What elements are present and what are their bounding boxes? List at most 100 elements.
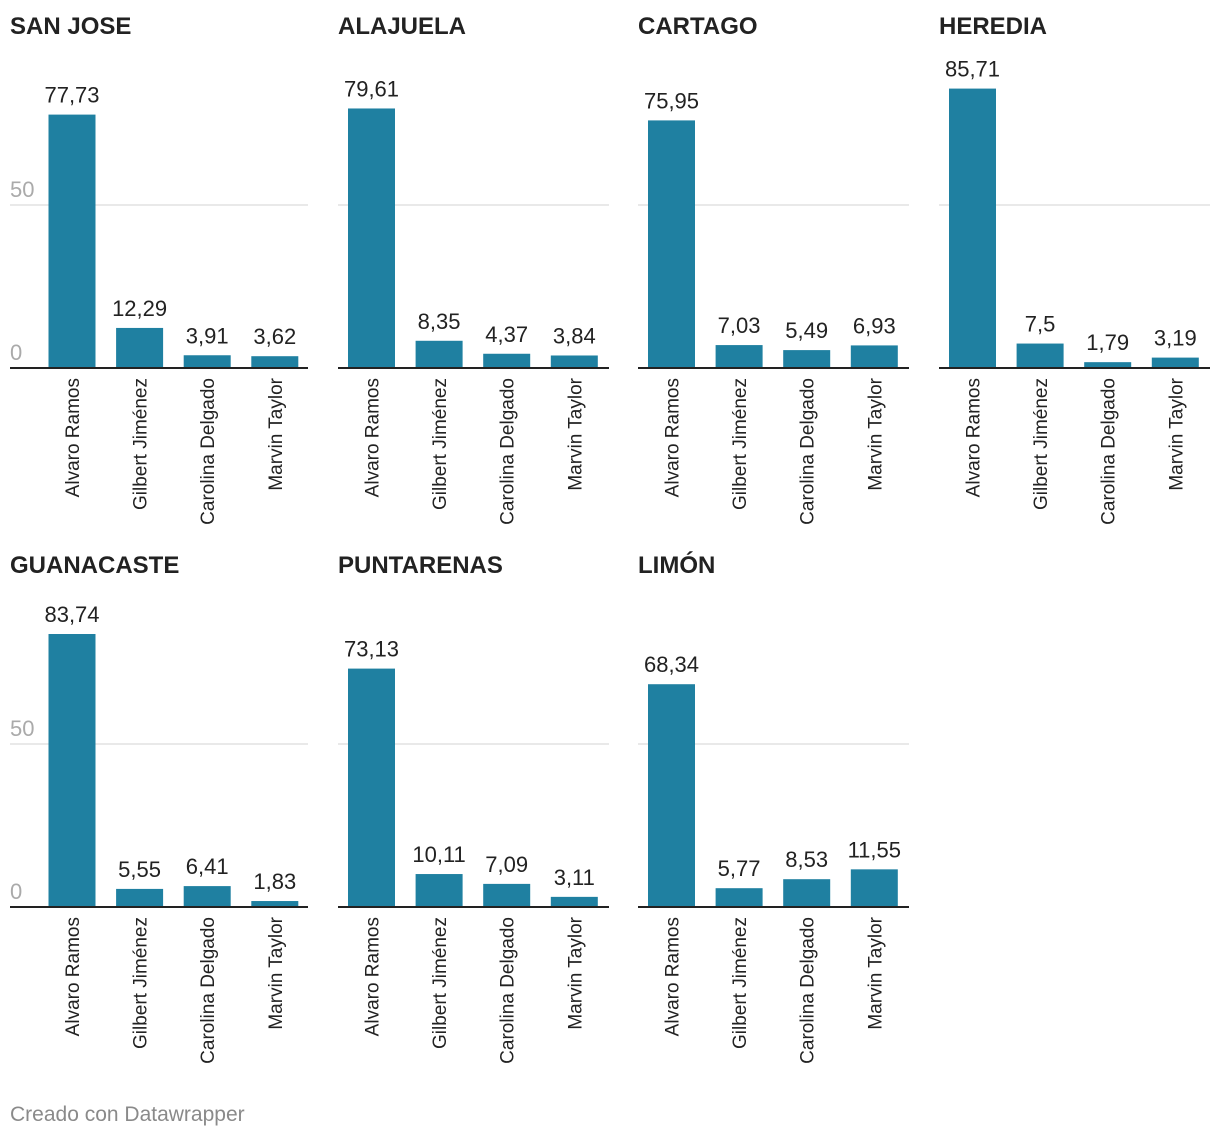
- category-label: Carolina Delgado: [1099, 378, 1120, 525]
- chart-panel-4: HEREDIA 85,71 Alvaro Ramos 7,5 Gilbert Jimén…: [939, 13, 1210, 525]
- bar-4: [550, 355, 598, 368]
- category-label: Carolina Delgado: [198, 917, 219, 1064]
- bar-4: [251, 356, 299, 368]
- category-label: Marvin Taylor: [266, 916, 287, 1029]
- bar-4: [550, 896, 598, 907]
- bar-2: [116, 888, 164, 907]
- y-tick-label: 0: [10, 879, 22, 904]
- value-label: 8,35: [418, 309, 461, 334]
- bar-2: [1016, 343, 1064, 368]
- bar-3: [183, 886, 231, 907]
- value-label: 3,11: [554, 865, 595, 890]
- y-tick-label: 0: [10, 340, 22, 365]
- bar-1: [348, 108, 395, 368]
- value-label: 6,41: [186, 854, 229, 879]
- category-label: Gilbert Jiménez: [730, 378, 751, 510]
- chart-panel-6: PUNTARENAS 73,13 Alvaro Ramos 10,11 Gilbert …: [338, 552, 609, 1064]
- category-label: Carolina Delgado: [798, 917, 819, 1064]
- chart-panel-2: ALAJUELA 79,61 Alvaro Ramos 8,35 Gilbert Jim…: [338, 13, 609, 525]
- bar-3: [483, 353, 531, 368]
- value-label: 12,29: [112, 296, 167, 321]
- bar-3: [183, 355, 231, 368]
- category-label: Carolina Delgado: [498, 378, 519, 525]
- value-label: 75,95: [644, 88, 699, 113]
- value-label: 6,93: [853, 313, 896, 338]
- value-label: 79,61: [344, 76, 399, 101]
- value-label: 8,53: [785, 847, 828, 872]
- bar-2: [415, 874, 463, 907]
- bar-2: [116, 327, 164, 368]
- bar-3: [483, 883, 531, 907]
- panel-title: SAN JOSE: [10, 13, 131, 40]
- category-label: Marvin Taylor: [865, 377, 886, 490]
- category-label: Alvaro Ramos: [663, 378, 684, 497]
- value-label: 7,5: [1025, 312, 1056, 337]
- category-label: Marvin Taylor: [565, 916, 586, 1029]
- value-label: 3,19: [1154, 326, 1197, 351]
- bar-2: [715, 345, 763, 368]
- bar-4: [251, 901, 299, 907]
- value-label: 3,84: [553, 323, 596, 348]
- value-label: 7,09: [485, 852, 528, 877]
- value-label: 5,49: [785, 318, 828, 343]
- category-label: Alvaro Ramos: [663, 917, 684, 1036]
- category-label: Alvaro Ramos: [63, 917, 84, 1036]
- category-label: Alvaro Ramos: [363, 917, 384, 1036]
- value-label: 3,91: [186, 323, 229, 348]
- category-label: Gilbert Jiménez: [131, 917, 152, 1049]
- panel-title: ALAJUELA: [338, 13, 466, 40]
- panel-title: PUNTARENAS: [338, 552, 503, 579]
- value-label: 77,73: [44, 83, 99, 108]
- category-label: Carolina Delgado: [198, 378, 219, 525]
- chart-panel-7: LIMÓN 68,34 Alvaro Ramos 5,77 Gilbert Jiméne…: [638, 551, 909, 1064]
- value-label: 7,03: [718, 313, 761, 338]
- bar-3: [783, 879, 831, 907]
- bar-1: [648, 684, 695, 907]
- value-label: 1,83: [253, 869, 296, 894]
- category-label: Marvin Taylor: [1166, 377, 1187, 490]
- panel-title: LIMÓN: [638, 551, 715, 579]
- category-label: Marvin Taylor: [565, 377, 586, 490]
- value-label: 68,34: [644, 652, 699, 677]
- category-label: Gilbert Jiménez: [1031, 378, 1052, 510]
- bar-2: [715, 888, 763, 907]
- panel-title: HEREDIA: [939, 13, 1047, 40]
- bar-1: [48, 634, 96, 907]
- category-label: Gilbert Jiménez: [430, 917, 451, 1049]
- chart-panel-5: GUANACASTE 0 50 83,74 Alvaro Ramos 5,55 Gilber…: [10, 552, 308, 1064]
- value-label: 73,13: [344, 637, 399, 662]
- category-label: Gilbert Jiménez: [131, 378, 152, 510]
- chart-panel-1: SAN JOSE 0 50 77,73 Alvaro Ramos 12,29 Gilbert…: [10, 13, 308, 525]
- category-label: Gilbert Jiménez: [430, 378, 451, 510]
- bar-4: [850, 345, 898, 368]
- value-label: 3,62: [253, 324, 296, 349]
- value-label: 1,79: [1086, 330, 1129, 355]
- value-label: 83,74: [44, 602, 99, 627]
- bar-1: [949, 88, 996, 369]
- category-label: Marvin Taylor: [266, 377, 287, 490]
- y-tick-label: 50: [10, 716, 34, 741]
- category-label: Alvaro Ramos: [63, 378, 84, 497]
- category-label: Marvin Taylor: [865, 916, 886, 1029]
- value-label: 5,77: [718, 856, 761, 881]
- category-label: Carolina Delgado: [798, 378, 819, 525]
- panel-title: CARTAGO: [638, 13, 758, 40]
- category-label: Carolina Delgado: [498, 917, 519, 1064]
- bar-3: [1084, 362, 1132, 368]
- bar-4: [850, 869, 898, 907]
- bar-4: [1151, 357, 1199, 368]
- chart-panel-3: CARTAGO 75,95 Alvaro Ramos 7,03 Gilbert Jimé…: [638, 13, 909, 525]
- value-label: 85,71: [945, 57, 1000, 82]
- bar-2: [415, 340, 463, 368]
- value-label: 5,55: [118, 857, 161, 882]
- category-label: Gilbert Jiménez: [730, 917, 751, 1049]
- bar-1: [648, 120, 695, 368]
- panel-title: GUANACASTE: [10, 552, 179, 579]
- bar-1: [348, 668, 395, 907]
- footer-credit: Creado con Datawrapper: [10, 1103, 245, 1126]
- category-label: Alvaro Ramos: [964, 378, 985, 497]
- value-label: 11,55: [848, 837, 901, 862]
- value-label: 10,11: [412, 842, 465, 867]
- bar-1: [48, 114, 96, 369]
